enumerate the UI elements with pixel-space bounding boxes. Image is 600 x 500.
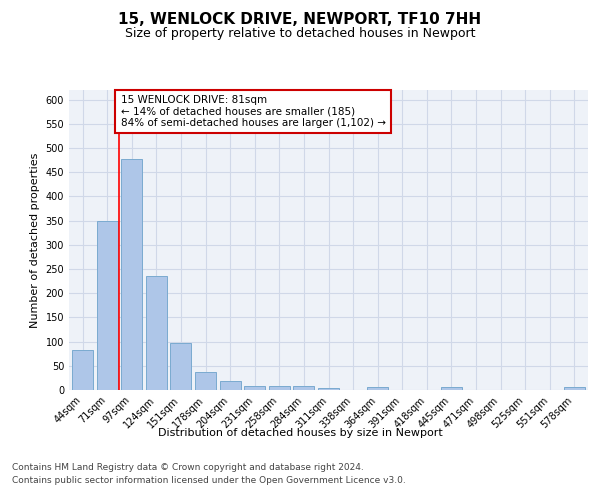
Bar (72, 350, 93, 390)
Y-axis label: Number of detached properties: Number of detached properties (30, 152, 40, 328)
Bar (367, 386, 388, 390)
Text: Size of property relative to detached houses in Newport: Size of property relative to detached ho… (125, 28, 475, 40)
Bar (220, 382, 241, 390)
Bar (293, 386, 314, 390)
Bar (146, 276, 167, 390)
Bar (170, 343, 191, 390)
Text: 15 WENLOCK DRIVE: 81sqm
← 14% of detached houses are smaller (185)
84% of semi-d: 15 WENLOCK DRIVE: 81sqm ← 14% of detache… (121, 95, 386, 128)
Bar (564, 387, 585, 390)
Bar (269, 386, 290, 390)
Bar (244, 386, 265, 390)
Text: Contains public sector information licensed under the Open Government Licence v3: Contains public sector information licen… (12, 476, 406, 485)
Text: 15, WENLOCK DRIVE, NEWPORT, TF10 7HH: 15, WENLOCK DRIVE, NEWPORT, TF10 7HH (118, 12, 482, 28)
Text: Contains HM Land Registry data © Crown copyright and database right 2024.: Contains HM Land Registry data © Crown c… (12, 464, 364, 472)
Bar (441, 387, 462, 390)
Bar (318, 388, 339, 390)
Bar (195, 372, 216, 390)
Bar (121, 158, 142, 390)
Text: Distribution of detached houses by size in Newport: Distribution of detached houses by size … (158, 428, 442, 438)
Bar (97, 220, 118, 390)
